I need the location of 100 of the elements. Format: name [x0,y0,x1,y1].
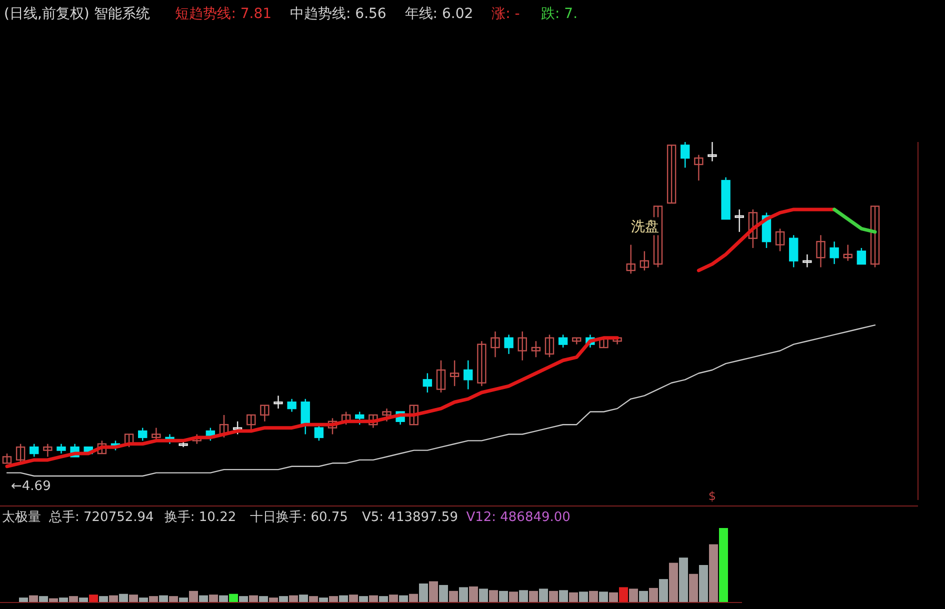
bar [689,574,698,602]
candlestick [355,411,364,426]
candlestick [531,340,541,358]
candlestick [287,398,296,412]
candlestick [830,240,839,265]
bar [209,594,218,602]
bar [479,588,488,602]
candlestick [422,372,432,394]
bar [559,590,568,602]
candlestick [544,334,554,358]
bar [199,595,208,602]
candlestick [16,443,26,464]
bar [719,528,728,602]
candlestick [2,452,12,464]
bar [449,590,458,602]
bar [349,594,358,602]
candlestick [152,427,161,442]
bar [129,594,138,602]
candlestick [504,334,514,355]
bar [649,588,658,602]
candlestick [274,395,283,410]
bar [629,588,638,602]
bar [459,587,468,602]
bar [249,595,258,602]
candlestick [464,360,473,390]
bar [329,596,338,602]
candlestick [843,244,852,262]
bar [49,598,58,602]
bar [239,596,248,602]
bar [619,587,628,602]
candlestick [436,360,446,394]
bar [699,565,708,602]
candlestick [789,234,798,268]
candlestick [748,208,758,249]
bar [609,592,618,602]
candlestick [450,360,460,387]
text: 太极量 [2,510,41,525]
bar [319,598,328,602]
candlestick [680,141,690,168]
bar [599,592,608,602]
candlestick [246,414,256,432]
bar [299,594,308,602]
bar [579,592,588,602]
text: 短趋势线: 7.81 [175,6,272,22]
bar [419,584,428,602]
candlestick [368,414,378,428]
candlestick [640,250,650,272]
bar [229,594,238,602]
text: 年线: 6.02 [404,6,474,22]
text: 中趋势线: 6.56 [290,6,386,22]
bar [289,595,298,602]
text: 跌: 7. [541,6,578,22]
candlestick [802,254,812,268]
bar [429,581,438,602]
bar [589,590,598,602]
candlestick [43,443,52,458]
bar [439,584,448,602]
text: 十日换手: 60.75 [250,510,348,525]
candlestick [300,398,310,435]
bar [539,588,548,602]
annotation: 洗盘 [630,219,659,236]
bar [89,594,98,602]
bar [549,590,558,602]
candlestick [856,247,866,265]
candlestick [409,404,418,426]
candlestick [138,427,148,442]
bar [219,595,228,602]
candlestick [30,443,39,458]
text: 换手: 10.22 [164,510,236,525]
candlestick [314,424,324,442]
bar [39,596,48,602]
bar [149,596,158,602]
text: V5: 413897.59 [362,510,458,525]
text: 总手: 720752.94 [48,510,154,525]
text: ←4.69 [11,479,51,494]
bar [69,596,78,602]
bar [499,590,508,602]
bar [259,596,268,602]
bar [339,595,348,602]
bar [29,595,38,602]
candlestick [708,141,717,162]
candlestick [558,334,568,348]
bar [369,595,378,602]
bar [119,594,128,602]
candlestick [870,206,880,268]
bar [509,592,518,602]
bar [399,595,408,602]
bar [379,596,388,602]
candlestick [382,408,392,422]
bar [279,596,288,602]
bar [659,579,668,602]
candlestick [56,443,66,454]
bar [309,596,318,602]
text: $ [708,489,716,503]
candlestick [328,418,338,435]
bar [99,596,108,602]
bar [169,596,178,602]
candlestick [694,154,704,182]
bar [59,598,68,602]
candlestick [666,144,676,204]
